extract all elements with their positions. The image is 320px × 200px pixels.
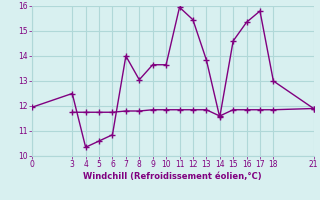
X-axis label: Windchill (Refroidissement éolien,°C): Windchill (Refroidissement éolien,°C): [84, 172, 262, 181]
